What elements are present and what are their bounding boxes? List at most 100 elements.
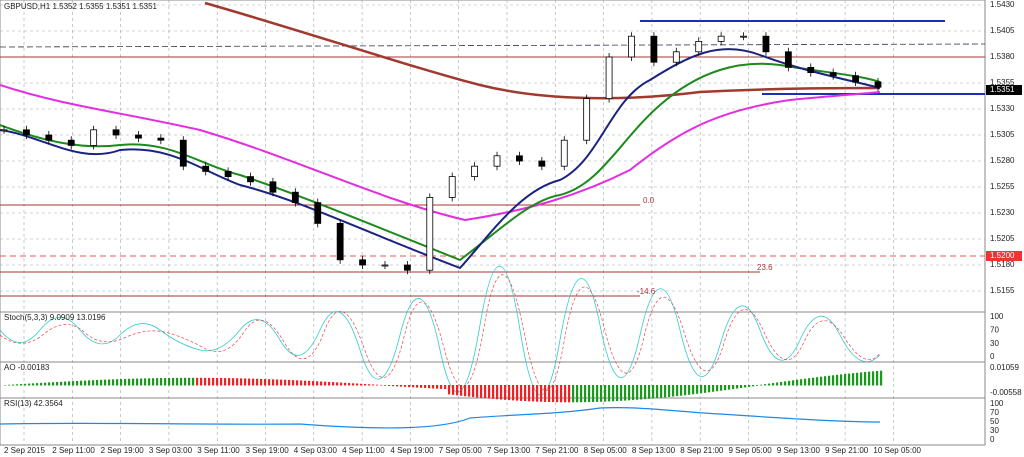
ao-bar bbox=[536, 385, 539, 402]
ao-bar bbox=[216, 377, 219, 386]
ao-bar bbox=[744, 385, 747, 388]
symbol-header: GBPUSD,H1 1.5352 1.5355 1.5351 1.5351 bbox=[4, 2, 158, 11]
ao-bar bbox=[856, 372, 859, 386]
candle bbox=[493, 155, 501, 167]
ao-bar bbox=[488, 385, 491, 399]
ao-bar bbox=[144, 378, 147, 386]
ao-bar bbox=[736, 385, 739, 389]
price-tick-label: 1.5405 bbox=[990, 26, 1015, 35]
ao-bar bbox=[656, 385, 659, 399]
time-label: 4 Sep 19:00 bbox=[390, 446, 434, 455]
ao-bar bbox=[460, 385, 463, 396]
ao-bar bbox=[328, 381, 331, 386]
ao-bar bbox=[80, 380, 83, 386]
ao-bar bbox=[256, 378, 259, 386]
ao-bar bbox=[796, 379, 799, 386]
ao-bar bbox=[664, 385, 667, 398]
ao-bar bbox=[48, 382, 51, 386]
ao-bar bbox=[68, 381, 71, 386]
ao-bar bbox=[640, 385, 643, 400]
ao-bar bbox=[76, 380, 79, 386]
ao-bar bbox=[180, 377, 183, 386]
ao-bar bbox=[492, 385, 495, 399]
rsi-label: RSI(13) 42.3564 bbox=[4, 399, 63, 408]
ao-bar bbox=[716, 385, 719, 392]
ao-bar bbox=[592, 385, 595, 403]
ao-bar bbox=[540, 385, 543, 402]
ao-bar bbox=[428, 385, 431, 389]
ao-bar bbox=[836, 374, 839, 386]
ao-bar bbox=[600, 385, 603, 402]
ao-bar bbox=[168, 377, 171, 386]
ao-tick-label: -0.00558 bbox=[990, 388, 1022, 397]
ao-bar bbox=[220, 377, 223, 386]
ao-bar bbox=[688, 385, 691, 395]
candle bbox=[852, 75, 859, 83]
ao-bar bbox=[448, 385, 451, 395]
ao-bar bbox=[96, 380, 99, 386]
stoch-signal bbox=[0, 274, 881, 391]
rsi-tick-label: 50 bbox=[990, 417, 999, 426]
candle bbox=[314, 202, 322, 224]
ao-bar bbox=[252, 378, 255, 386]
candle bbox=[650, 35, 658, 63]
time-label: 3 Sep 03:00 bbox=[149, 446, 193, 455]
candle bbox=[247, 176, 254, 183]
ao-bar bbox=[512, 385, 515, 401]
candle bbox=[516, 155, 523, 162]
candle bbox=[717, 35, 725, 42]
ao-bar bbox=[468, 385, 471, 397]
ao-bar bbox=[628, 385, 631, 401]
ao-bar bbox=[172, 377, 175, 386]
ao-bar bbox=[848, 373, 851, 386]
ma-200 bbox=[204, 1, 881, 100]
ao-bar bbox=[356, 383, 359, 386]
candle bbox=[583, 98, 591, 141]
time-label: 8 Sep 21:00 bbox=[680, 446, 724, 455]
ao-bar bbox=[828, 375, 831, 386]
trend-line bbox=[0, 43, 986, 48]
ao-bar bbox=[748, 385, 751, 387]
ao-bar bbox=[788, 380, 791, 386]
fib-label: 23.6 bbox=[757, 263, 773, 272]
candle bbox=[807, 67, 815, 74]
ao-bar bbox=[528, 385, 531, 402]
time-label: 2 Sep 19:00 bbox=[101, 446, 145, 455]
ao-bar bbox=[88, 380, 91, 386]
ao-bar bbox=[56, 381, 59, 386]
time-label: 7 Sep 21:00 bbox=[535, 446, 579, 455]
time-label: 4 Sep 11:00 bbox=[342, 446, 385, 455]
level-tag-bg bbox=[986, 251, 1022, 261]
ao-bar bbox=[612, 385, 615, 402]
price-tag-bg bbox=[986, 85, 1022, 95]
ao-bar bbox=[712, 385, 715, 392]
candle bbox=[269, 181, 277, 193]
ao-bar bbox=[8, 384, 11, 386]
price-tick-label: 1.5155 bbox=[990, 286, 1015, 295]
ao-bar bbox=[432, 385, 435, 389]
time-label: 8 Sep 13:00 bbox=[632, 446, 676, 455]
candle bbox=[179, 139, 187, 167]
price-tick-label: 1.5230 bbox=[990, 208, 1015, 217]
ma-mid bbox=[0, 62, 881, 262]
ao-bar bbox=[596, 385, 599, 402]
ao-bar bbox=[212, 377, 215, 386]
ao-bar bbox=[204, 377, 207, 386]
ao-bar bbox=[228, 378, 231, 386]
ao-bar bbox=[124, 378, 127, 386]
ao-bar bbox=[844, 373, 847, 386]
ao-bar bbox=[372, 384, 375, 386]
ao-bar bbox=[500, 385, 503, 400]
ao-bar bbox=[152, 378, 155, 386]
ao-bar bbox=[404, 385, 407, 387]
ao-bar bbox=[652, 385, 655, 399]
candle bbox=[672, 51, 680, 63]
ao-bar bbox=[308, 380, 311, 386]
rsi-line bbox=[0, 407, 881, 429]
ao-bar bbox=[472, 385, 475, 398]
price-tick-label: 1.5280 bbox=[990, 156, 1015, 165]
ao-bar bbox=[340, 382, 343, 386]
ao-bar bbox=[768, 383, 771, 386]
time-label: 7 Sep 05:00 bbox=[439, 446, 483, 455]
